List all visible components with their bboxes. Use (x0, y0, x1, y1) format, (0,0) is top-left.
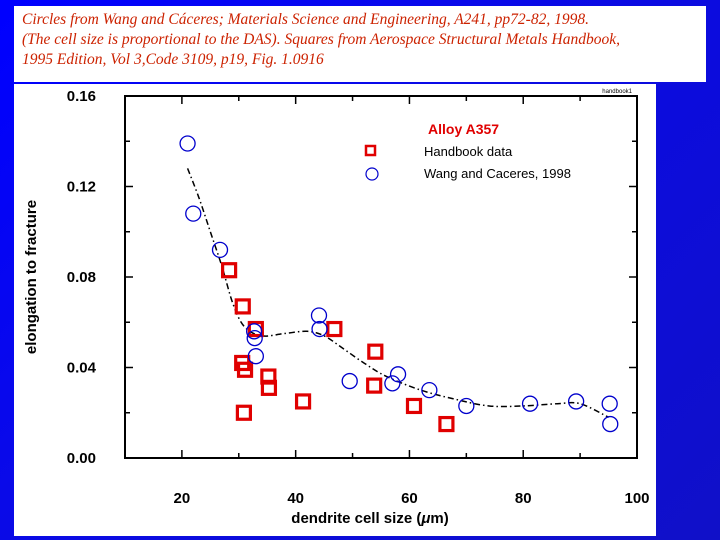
wang-point (602, 415, 619, 433)
handbook-point (366, 377, 383, 394)
x-tick-label: 60 (401, 490, 418, 507)
handbook-point (235, 404, 252, 421)
handbook-point (247, 320, 264, 338)
y-tick-label: 0.08 (67, 269, 96, 286)
wang-point (211, 241, 229, 259)
wang-point (341, 372, 358, 390)
y-axis-label: elongation to fracture (23, 200, 40, 354)
wang-point (521, 395, 539, 412)
x-tick-label: 20 (174, 490, 191, 507)
caption-line-1: Circles from Wang and Cáceres; Materials… (22, 11, 589, 28)
x-tick-label: 80 (515, 490, 532, 507)
axis-ticks: 20 40 60 80 100 0.00 0.04 0.08 0.12 0.16 (67, 88, 650, 507)
handbook-point (326, 320, 343, 338)
legend-label-wang: Wang and Caceres, 1998 (424, 166, 571, 181)
caption-line-3: 1995 Edition, Vol 3,Code 3109, p19, Fig.… (22, 51, 324, 68)
chart-tag: handbook1 (602, 89, 632, 95)
wang-point (185, 205, 202, 222)
wang-point (421, 381, 438, 399)
y-tick-label: 0.16 (67, 88, 96, 105)
wang-point (389, 366, 407, 383)
wang-point (601, 395, 618, 412)
x-tick-label: 40 (287, 490, 304, 507)
fit-curve (186, 168, 609, 418)
y-tick-label: 0.12 (67, 179, 96, 196)
figure-caption: Circles from Wang and Cáceres; Materials… (14, 6, 706, 82)
y-tick-label: 0.00 (67, 450, 96, 467)
chart-panel (14, 84, 656, 536)
wang-point (567, 393, 585, 410)
handbook-point (294, 393, 312, 410)
wang-point (247, 348, 264, 365)
handbook-point (438, 415, 455, 433)
y-tick-label: 0.04 (67, 360, 97, 377)
wang-point (179, 135, 196, 152)
x-axis-label: dendrite cell size (μm) (291, 510, 448, 527)
fit-curve-group (186, 168, 609, 418)
handbook-point (234, 298, 251, 315)
wang-point (246, 329, 263, 347)
wang-point (310, 307, 328, 324)
legend-label-handbook: Handbook data (424, 144, 513, 159)
handbook-point (236, 361, 254, 378)
wang-point (384, 375, 401, 392)
wang-point (245, 323, 263, 340)
wang-point (458, 397, 475, 415)
handbook-point (405, 397, 423, 415)
handbook-point (221, 262, 238, 279)
data-marks (179, 135, 619, 433)
handbook-point (260, 379, 278, 396)
handbook-point (260, 368, 277, 385)
caption-line-2: (The cell size is proportional to the DA… (22, 31, 620, 48)
chart-title: Alloy A357 (428, 121, 499, 137)
legend-circle-marker (365, 167, 379, 181)
legend-square-marker (364, 144, 377, 157)
wang-point (311, 320, 328, 338)
handbook-point (367, 343, 384, 360)
x-tick-label: 100 (624, 490, 649, 507)
